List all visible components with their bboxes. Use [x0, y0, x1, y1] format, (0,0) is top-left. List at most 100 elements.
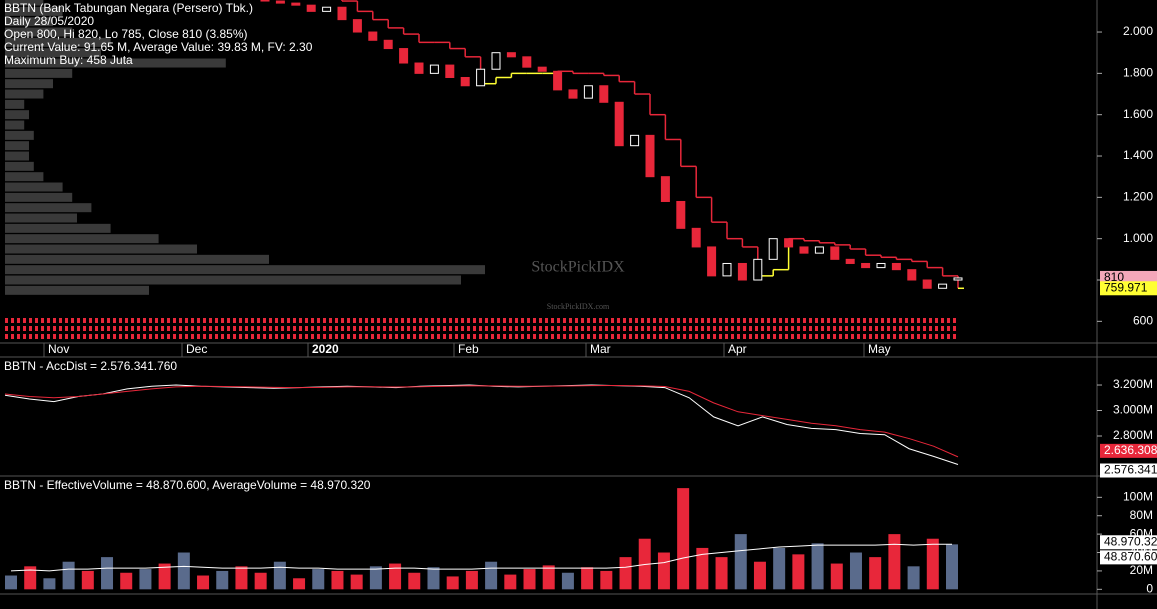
candle	[845, 258, 855, 264]
profile-bar	[5, 37, 111, 47]
signal-strip	[731, 334, 734, 339]
y-tick-label: 80M	[1130, 508, 1153, 522]
signal-strip	[95, 318, 98, 323]
signal-strip	[275, 326, 278, 331]
signal-strip	[311, 334, 314, 339]
signal-strip	[875, 326, 878, 331]
signal-strip	[125, 326, 128, 331]
candle	[660, 176, 670, 202]
signal-strip	[935, 318, 938, 323]
signal-strip	[947, 334, 950, 339]
signal-strip	[611, 326, 614, 331]
volume-bar	[753, 561, 766, 590]
signal-strip	[743, 318, 746, 323]
signal-strip	[611, 318, 614, 323]
signal-strip	[869, 318, 872, 323]
signal-strip	[71, 334, 74, 339]
volume-bar	[331, 570, 344, 590]
signal-strip	[917, 318, 920, 323]
signal-strip	[611, 334, 614, 339]
candle	[630, 134, 640, 147]
candle	[922, 279, 932, 289]
candle	[676, 200, 686, 229]
signal-strip	[317, 318, 320, 323]
signal-strip	[299, 326, 302, 331]
signal-strip	[851, 318, 854, 323]
volume-bar	[946, 544, 958, 590]
signal-strip	[323, 318, 326, 323]
signal-strip	[563, 326, 566, 331]
signal-strip	[671, 318, 674, 323]
signal-strip	[437, 326, 440, 331]
signal-strip	[767, 326, 770, 331]
volume-bar	[235, 566, 248, 590]
signal-strip	[539, 334, 542, 339]
signal-strip	[179, 334, 182, 339]
signal-strip	[641, 318, 644, 323]
signal-strip	[689, 318, 692, 323]
signal-strip	[947, 326, 950, 331]
signal-strip	[239, 318, 242, 323]
signal-strip	[161, 318, 164, 323]
signal-strip	[53, 326, 56, 331]
signal-strip	[143, 318, 146, 323]
volume-bar	[907, 566, 920, 590]
signal-strip	[179, 326, 182, 331]
signal-strip	[677, 318, 680, 323]
candle	[322, 6, 332, 12]
volume-bar	[273, 561, 286, 590]
signal-strip	[797, 318, 800, 323]
signal-strip	[881, 326, 884, 331]
header-text: Daily 28/05/2020	[4, 14, 94, 28]
profile-bar	[5, 244, 197, 254]
signal-strip	[581, 326, 584, 331]
signal-strip	[101, 326, 104, 331]
volume-bar	[446, 576, 459, 590]
signal-strip	[749, 326, 752, 331]
signal-strip	[737, 326, 740, 331]
signal-strip	[83, 334, 86, 339]
signal-strip	[671, 326, 674, 331]
signal-strip	[395, 334, 398, 339]
signal-strip	[929, 326, 932, 331]
candle	[445, 64, 455, 78]
signal-strip	[227, 318, 230, 323]
signal-strip	[539, 326, 542, 331]
signal-strip	[593, 318, 596, 323]
volume-bar	[677, 488, 690, 590]
volume-bar	[139, 569, 152, 590]
signal-strip	[515, 334, 518, 339]
signal-strip	[449, 334, 452, 339]
signal-strip	[17, 326, 20, 331]
signal-strip	[935, 326, 938, 331]
candle	[784, 238, 794, 248]
signal-strip	[347, 318, 350, 323]
signal-strip	[803, 318, 806, 323]
signal-strip	[827, 326, 830, 331]
profile-bar	[5, 234, 159, 244]
signal-strip	[233, 318, 236, 323]
signal-strip	[581, 318, 584, 323]
candle	[568, 89, 578, 99]
signal-strip	[371, 326, 374, 331]
signal-strip	[497, 334, 500, 339]
signal-strip	[653, 334, 656, 339]
signal-strip	[947, 318, 950, 323]
signal-strip	[89, 326, 92, 331]
signal-strip	[23, 334, 26, 339]
signal-strip	[845, 334, 848, 339]
signal-strip	[443, 326, 446, 331]
candle	[260, 0, 270, 2]
signal-strip	[707, 326, 710, 331]
profile-bar	[5, 265, 485, 275]
signal-strip	[545, 334, 548, 339]
signal-strip	[41, 318, 44, 323]
signal-strip	[149, 326, 152, 331]
signal-strip	[881, 318, 884, 323]
volume-bar	[792, 554, 805, 590]
value-label: 810	[1104, 270, 1124, 284]
x-tick-label: Nov	[48, 342, 69, 356]
signal-strip	[809, 334, 812, 339]
signal-strip	[215, 334, 218, 339]
signal-strip	[629, 318, 632, 323]
